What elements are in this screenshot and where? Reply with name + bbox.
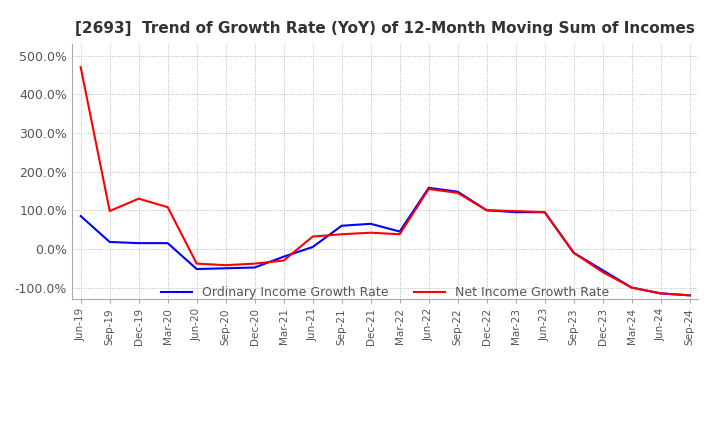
Net Income Growth Rate xyxy=(221,263,230,268)
Ordinary Income Growth Rate xyxy=(76,213,85,219)
Ordinary Income Growth Rate xyxy=(366,221,375,227)
Net Income Growth Rate xyxy=(511,209,520,214)
Net Income Growth Rate xyxy=(279,258,288,263)
Ordinary Income Growth Rate xyxy=(541,209,549,215)
Net Income Growth Rate xyxy=(135,196,143,202)
Net Income Growth Rate xyxy=(627,285,636,290)
Ordinary Income Growth Rate xyxy=(135,241,143,246)
Net Income Growth Rate xyxy=(395,231,404,237)
Ordinary Income Growth Rate xyxy=(221,266,230,271)
Line: Ordinary Income Growth Rate: Ordinary Income Growth Rate xyxy=(81,188,690,295)
Ordinary Income Growth Rate xyxy=(338,223,346,228)
Net Income Growth Rate xyxy=(163,205,172,210)
Net Income Growth Rate xyxy=(251,261,259,266)
Title: [2693]  Trend of Growth Rate (YoY) of 12-Month Moving Sum of Incomes: [2693] Trend of Growth Rate (YoY) of 12-… xyxy=(76,21,695,36)
Ordinary Income Growth Rate xyxy=(424,185,433,191)
Net Income Growth Rate xyxy=(482,208,491,213)
Net Income Growth Rate xyxy=(598,269,607,275)
Line: Net Income Growth Rate: Net Income Growth Rate xyxy=(81,67,690,295)
Ordinary Income Growth Rate xyxy=(570,250,578,256)
Ordinary Income Growth Rate xyxy=(454,189,462,194)
Net Income Growth Rate xyxy=(308,234,317,239)
Net Income Growth Rate xyxy=(338,231,346,237)
Ordinary Income Growth Rate xyxy=(105,239,114,245)
Ordinary Income Growth Rate xyxy=(627,285,636,290)
Net Income Growth Rate xyxy=(192,261,201,266)
Ordinary Income Growth Rate xyxy=(395,229,404,234)
Net Income Growth Rate xyxy=(366,230,375,235)
Net Income Growth Rate xyxy=(541,209,549,215)
Net Income Growth Rate xyxy=(570,250,578,256)
Net Income Growth Rate xyxy=(76,65,85,70)
Ordinary Income Growth Rate xyxy=(598,268,607,273)
Ordinary Income Growth Rate xyxy=(685,293,694,298)
Ordinary Income Growth Rate xyxy=(251,265,259,270)
Ordinary Income Growth Rate xyxy=(511,209,520,215)
Net Income Growth Rate xyxy=(424,187,433,192)
Legend: Ordinary Income Growth Rate, Net Income Growth Rate: Ordinary Income Growth Rate, Net Income … xyxy=(156,281,614,304)
Net Income Growth Rate xyxy=(685,293,694,298)
Ordinary Income Growth Rate xyxy=(192,266,201,271)
Ordinary Income Growth Rate xyxy=(163,241,172,246)
Ordinary Income Growth Rate xyxy=(657,291,665,296)
Net Income Growth Rate xyxy=(657,291,665,296)
Ordinary Income Growth Rate xyxy=(482,208,491,213)
Ordinary Income Growth Rate xyxy=(279,254,288,259)
Net Income Growth Rate xyxy=(105,209,114,214)
Net Income Growth Rate xyxy=(454,190,462,195)
Ordinary Income Growth Rate xyxy=(308,244,317,249)
